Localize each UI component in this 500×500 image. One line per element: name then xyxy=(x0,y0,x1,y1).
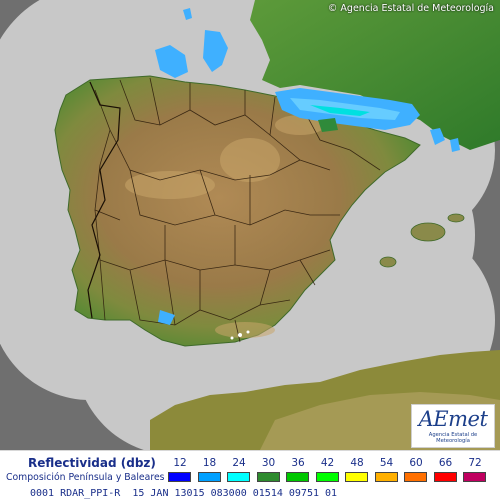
legend-color-scale: 12 18 24 30 36 42 48 54 60 66 72 xyxy=(168,457,494,484)
legend-color-swatch xyxy=(168,472,191,482)
reflectivity-legend: Reflectividad (dbz) Composición Penínsul… xyxy=(0,450,500,488)
legend-color-swatch xyxy=(433,472,457,482)
legend-color-swatch xyxy=(197,472,221,482)
legend-level-label: 30 xyxy=(261,457,276,469)
legend-level-label: 12 xyxy=(173,457,187,469)
legend-level-label: 24 xyxy=(232,457,246,469)
legend-color-swatch xyxy=(374,472,398,482)
radar-composite-map xyxy=(0,0,500,450)
copyright-notice: © Agencia Estatal de Meteorología xyxy=(327,3,494,14)
legend-color-swatch xyxy=(286,472,309,482)
legend-level-label: 54 xyxy=(379,457,394,469)
legend-color-swatch xyxy=(227,472,250,482)
logo-wordmark: AEmet xyxy=(418,407,488,431)
legend-color-swatch xyxy=(345,472,368,482)
legend-color-swatch xyxy=(404,472,427,482)
portugal-spain-border xyxy=(87,81,121,319)
radar-status-line: 0001 RDAR_PPI-R 15 JAN 13015 083000 0151… xyxy=(0,487,500,500)
light-echo-specks xyxy=(230,330,250,340)
legend-level-label: 42 xyxy=(320,457,335,469)
france-landmass xyxy=(250,0,500,150)
legend-level-label: 72 xyxy=(468,457,482,469)
legend-subtitle: Composición Península y Baleares xyxy=(6,472,165,483)
aemet-logo: AEmet Agencia Estatal de Meteorología xyxy=(411,404,495,448)
legend-level-label: 66 xyxy=(438,457,453,469)
legend-title: Reflectividad (dbz) xyxy=(28,456,156,470)
legend-level-label: 18 xyxy=(202,457,217,469)
legend-color-swatch xyxy=(256,472,280,482)
province-boundaries xyxy=(94,77,381,343)
legend-level-label: 60 xyxy=(409,457,423,469)
balearic-islands xyxy=(379,213,465,268)
legend-level-label: 48 xyxy=(350,457,364,469)
legend-color-swatch xyxy=(315,472,339,482)
radar-echoes xyxy=(155,8,460,325)
logo-subtitle: Agencia Estatal de Meteorología xyxy=(428,432,478,444)
legend-level-label: 36 xyxy=(291,457,305,469)
legend-color-swatch xyxy=(463,472,486,482)
